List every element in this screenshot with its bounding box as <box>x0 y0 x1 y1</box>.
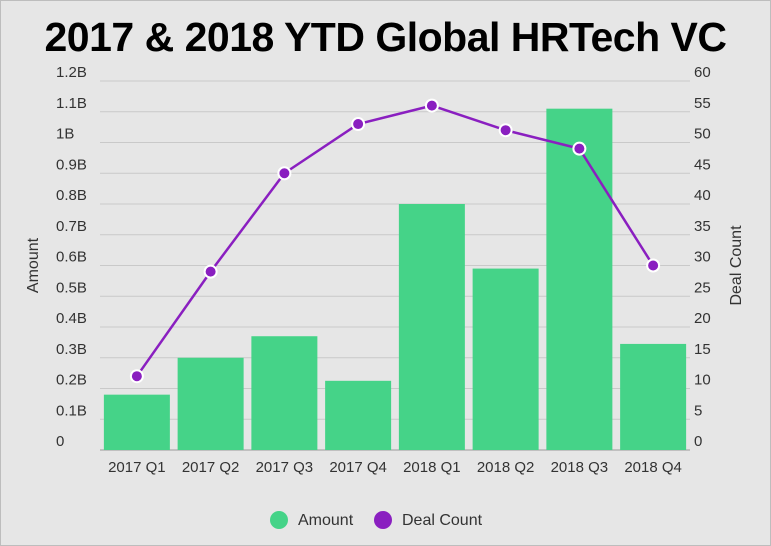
deal-count-point-2018-q3 <box>572 141 587 156</box>
deal-count-line <box>135 104 655 377</box>
y2-tick-label: 20 <box>694 310 711 327</box>
deal-count-point-2017-q2 <box>203 264 218 279</box>
bar-2017-q1 <box>103 394 170 450</box>
y2-tick-label: 35 <box>694 218 711 235</box>
deal-count-point-2018-q4 <box>646 258 661 273</box>
y2-tick-label: 55 <box>694 95 711 112</box>
y2-tick-label: 50 <box>694 126 711 143</box>
y-tick-label: 0.7B <box>56 218 87 235</box>
deal-count-point-2017-q3 <box>277 166 292 181</box>
deal-count-point-2018-q2 <box>498 123 513 138</box>
y-tick-label: 1B <box>56 126 74 143</box>
bar-2018-q2 <box>472 268 539 450</box>
legend-amount-swatch <box>270 511 288 529</box>
y-axis-title: Amount <box>25 237 42 293</box>
x-tick-label: 2017 Q4 <box>329 459 387 476</box>
x-tick-label: 2018 Q4 <box>624 459 682 476</box>
y2-tick-label: 5 <box>694 402 702 419</box>
y2-axis-title: Deal Count <box>728 225 745 306</box>
bar-2018-q1 <box>398 204 465 450</box>
bar-2017-q3 <box>251 336 318 450</box>
legend-deal-count-swatch <box>374 511 392 529</box>
y2-tick-label: 40 <box>694 187 711 204</box>
y2-tick-label: 15 <box>694 341 711 358</box>
x-tick-label: 2017 Q1 <box>108 459 166 476</box>
deal-count-point-2017-q1 <box>129 369 144 384</box>
y-tick-label: 0.5B <box>56 279 87 296</box>
x-tick-label: 2017 Q2 <box>182 459 240 476</box>
y2-tick-label: 25 <box>694 279 711 296</box>
legend[interactable]: Amount Deal Count <box>270 511 483 529</box>
x-tick-label: 2018 Q3 <box>551 459 609 476</box>
y-tick-label: 1.1B <box>56 95 87 112</box>
bar-2018-q3 <box>546 108 613 451</box>
y2-tick-label: 45 <box>694 156 711 173</box>
y-tick-label: 0.1B <box>56 402 87 419</box>
bar-2017-q4 <box>325 380 392 450</box>
legend-amount-label: Amount <box>298 512 354 529</box>
y-tick-label: 0 <box>56 433 64 450</box>
y-tick-label: 0.4B <box>56 310 87 327</box>
bar-2017-q2 <box>177 357 244 450</box>
legend-deal-count-label: Deal Count <box>402 512 483 529</box>
x-tick-label: 2017 Q3 <box>256 459 314 476</box>
y-tick-label: 0.9B <box>56 156 87 173</box>
y-tick-label: 0.8B <box>56 187 87 204</box>
y-tick-label: 0.3B <box>56 341 87 358</box>
bar-2018-q4 <box>620 343 687 450</box>
y2-tick-label: 10 <box>694 372 711 389</box>
y2-tick-label: 0 <box>694 433 702 450</box>
chart-title: 2017 & 2018 YTD Global HRTech VC <box>44 14 727 60</box>
x-tick-label: 2018 Q2 <box>477 459 535 476</box>
y-tick-label: 1.2B <box>56 64 87 81</box>
deal-count-point-2018-q1 <box>424 98 439 113</box>
y2-tick-label: 30 <box>694 249 711 266</box>
y-tick-label: 0.6B <box>56 249 87 266</box>
y2-tick-label: 60 <box>694 64 711 81</box>
y-tick-label: 0.2B <box>56 372 87 389</box>
deal-count-point-2017-q4 <box>351 117 366 132</box>
x-tick-label: 2018 Q1 <box>403 459 461 476</box>
